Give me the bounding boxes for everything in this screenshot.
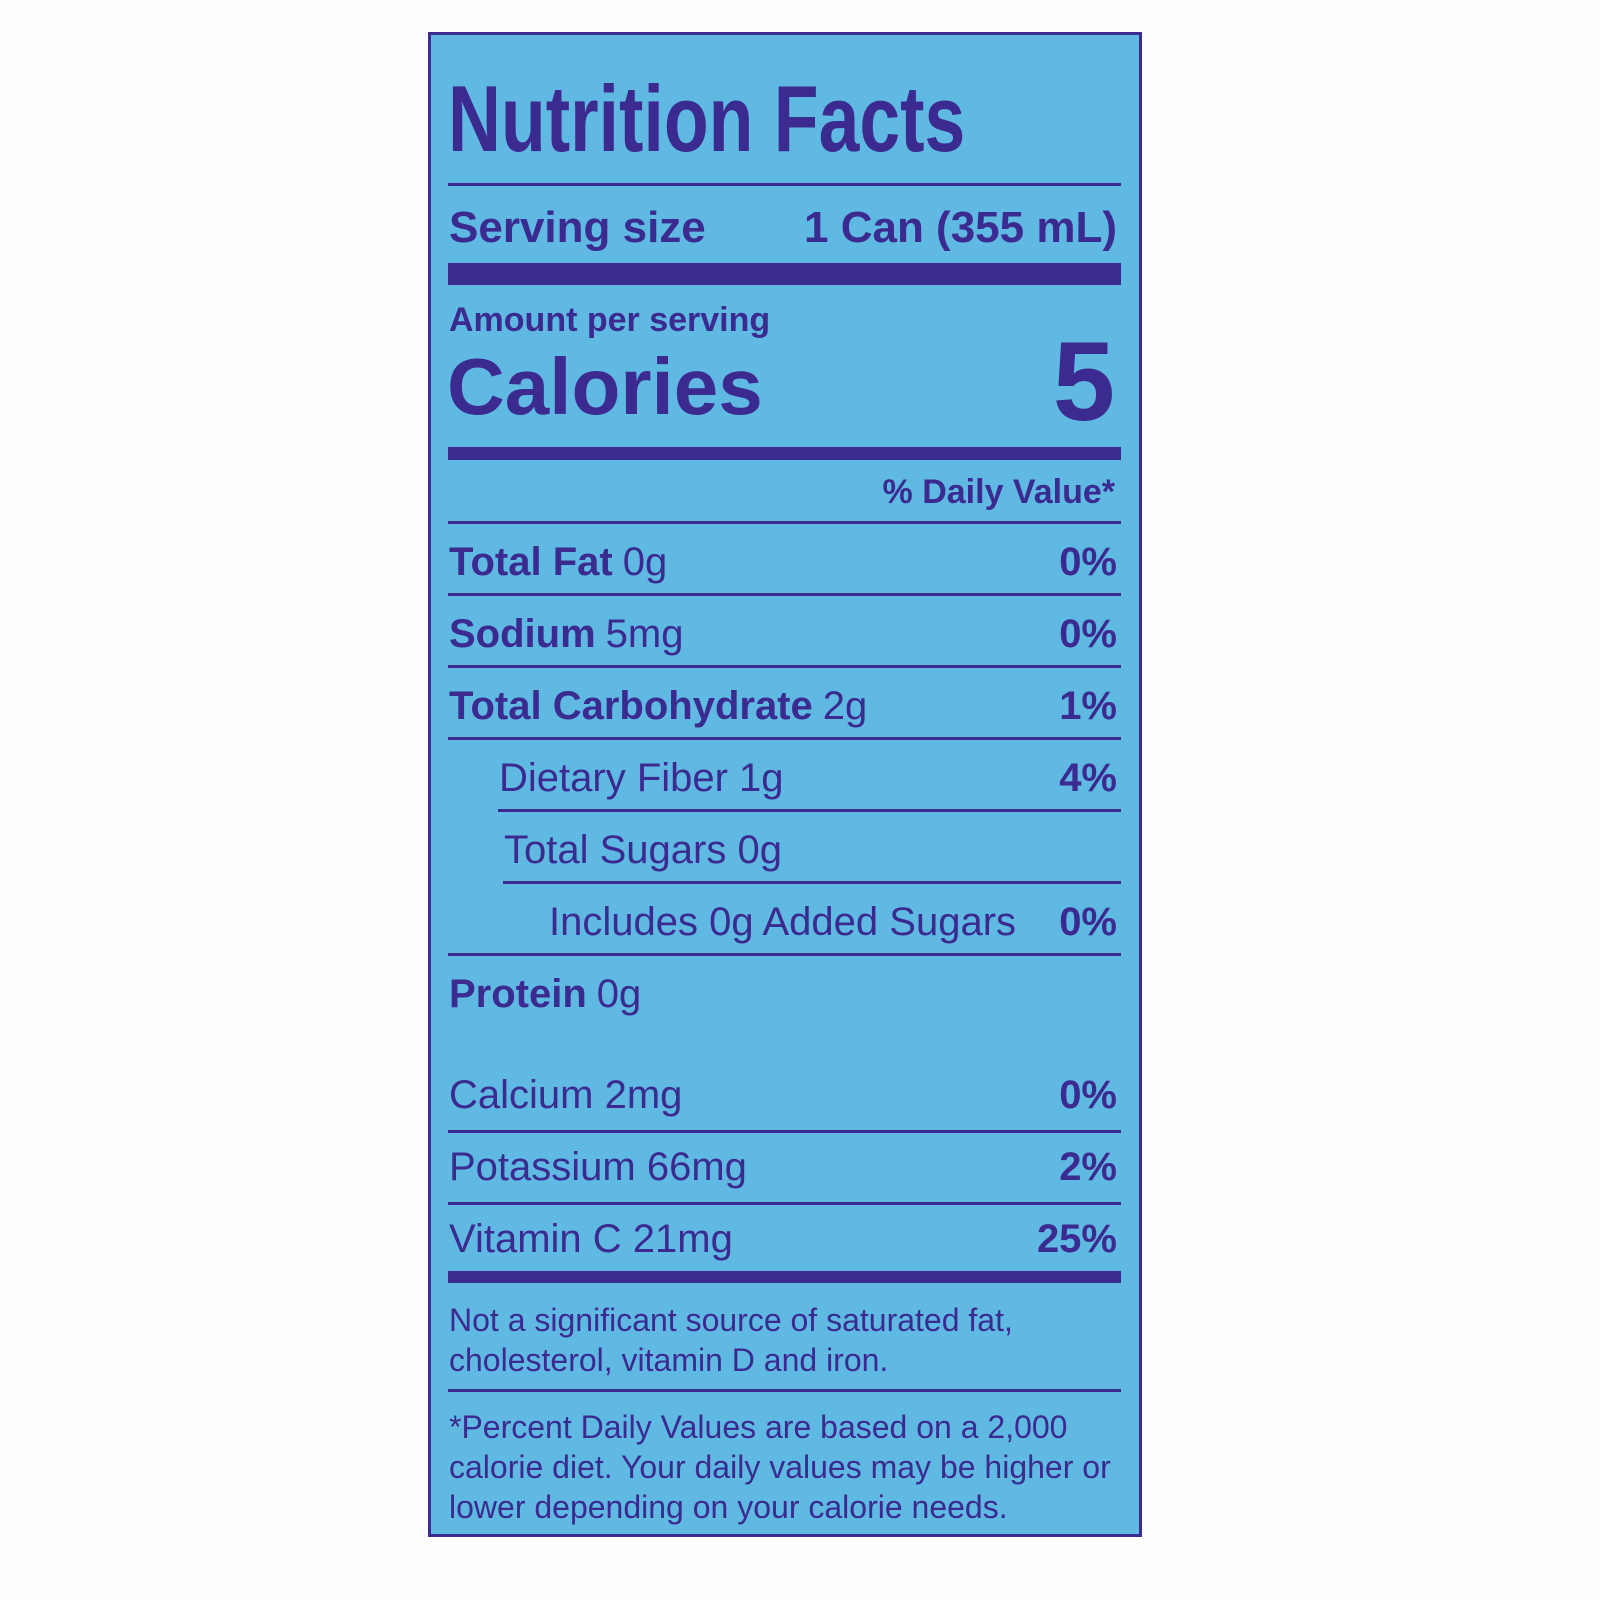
rule [448,183,1121,186]
nutrient-name: Sodium [449,611,596,656]
note-line: cholesterol, vitamin D and iron. [449,1342,889,1378]
nutrient-name: Potassium 66mg [449,1144,747,1189]
nutrient-row: Potassium 66mg 2% [449,1132,1117,1202]
nutrient-row: Total Carbohydrate 2g 1% [449,671,1117,741]
rule [503,881,1121,884]
serving-label: Serving size [449,203,706,252]
nutrient-name: Total Carbohydrate [449,683,813,728]
amount-per-serving: Amount per serving [449,301,771,339]
nutrient-name: Calcium 2mg [449,1072,683,1117]
nutrient-row: Total Fat 0g 0% [449,527,1117,597]
footnote-line: *Percent Daily Values are based on a 2,0… [449,1409,1068,1445]
daily-value: 25% [1036,1216,1117,1261]
footnote-line: lower depending on your calorie needs. [449,1489,1008,1525]
nutrient-row: Dietary Fiber 1g 4% [449,743,1117,813]
nutrient-row: Total Sugars 0g [449,815,1117,885]
nutrient-amount: 5mg [605,611,684,656]
rule [448,593,1121,596]
nutrient-row: Calcium 2mg 0% [449,1060,1117,1130]
rule [448,665,1121,668]
rule [448,1130,1121,1133]
daily-value: 0% [1059,539,1117,584]
rule [448,953,1121,956]
nutrient-name: Dietary Fiber 1g [499,755,784,800]
nutrient-row: Includes 0g Added Sugars 0% [449,887,1117,957]
footnote: *Percent Daily Values are based on a 2,0… [449,1407,1111,1527]
nutrient-name: Total Fat [449,539,613,584]
rule [448,521,1121,524]
thick-rule [448,447,1121,460]
daily-value: 0% [1059,899,1117,944]
daily-value-header: % Daily Value* [882,473,1115,511]
nutrient-amount: 0g [622,539,668,584]
daily-value: 4% [1059,755,1117,800]
calories-label: Calories [447,342,763,431]
nutrient-name: Includes 0g Added Sugars [549,899,1017,944]
note-line: Not a significant source of saturated fa… [449,1302,1013,1338]
serving-value: 1 Can (355 mL) [804,203,1117,252]
rule [498,809,1121,812]
nutrient-row: Sodium 5mg 0% [449,599,1117,669]
footnote-line: calorie diet. Your daily values may be h… [449,1449,1111,1485]
daily-value: 0% [1059,1072,1117,1117]
serving-row: Serving size 1 Can (355 mL) [449,193,1117,263]
thick-rule [448,1271,1121,1283]
calories-value: 5 [1052,319,1115,444]
rule [448,1389,1121,1392]
nutrition-label: Nutrition Facts Serving size 1 Can (355 … [428,32,1142,1537]
daily-value: 2% [1059,1144,1117,1189]
thick-rule [448,263,1121,285]
nutrient-name: Total Sugars 0g [504,827,782,872]
rule [448,1202,1121,1205]
nutrient-row: Vitamin C 21mg 25% [449,1204,1117,1274]
rule [448,737,1121,740]
nutrient-name: Vitamin C 21mg [449,1216,733,1261]
nutrient-amount: 0g [596,971,642,1016]
nutrient-row: Protein 0g [449,959,1117,1029]
nutrient-amount: 2g [822,683,868,728]
nutrient-name: Protein [449,971,587,1016]
daily-value: 0% [1059,611,1117,656]
title: Nutrition Facts [448,66,966,171]
daily-value: 1% [1059,683,1117,728]
note: Not a significant source of saturated fa… [449,1300,1013,1380]
